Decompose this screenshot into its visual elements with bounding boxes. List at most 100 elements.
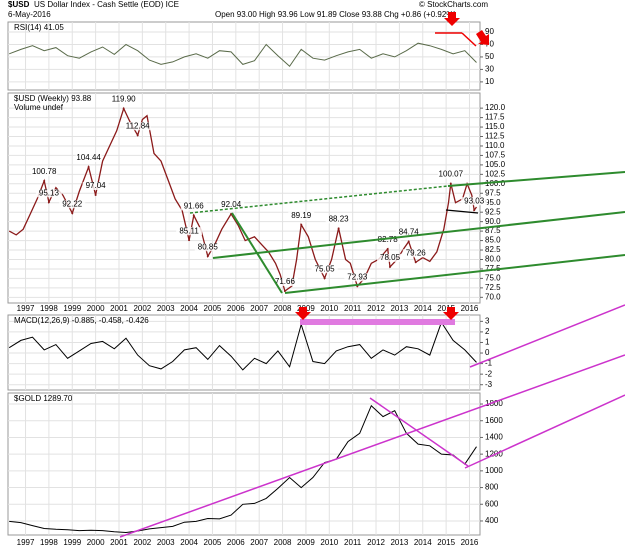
symbol: $USD	[8, 0, 30, 9]
series-group	[8, 106, 478, 293]
annotation-point	[188, 239, 191, 242]
y-tick-label: 102.5	[485, 169, 506, 178]
y-tick-label: 95.0	[485, 198, 501, 207]
y-tick-label: 0	[485, 348, 490, 357]
highlight-bar	[300, 319, 455, 325]
y-tick-label: 1600	[485, 416, 503, 425]
annotation-box	[311, 265, 338, 274]
y-tick-label: 1000	[485, 466, 503, 475]
panel-frame	[7, 92, 481, 304]
annotation-box	[176, 227, 203, 236]
annotation-point	[87, 166, 90, 169]
y-tick-label: 92.5	[485, 207, 501, 216]
y-tick-label: 90	[485, 27, 494, 36]
quote: Open 93.00 High 93.96 Low 91.89 Close 93…	[215, 10, 456, 19]
y-tick-label: 117.5	[485, 113, 505, 122]
y-tick-label: 105.0	[485, 160, 506, 169]
annotation-box	[59, 200, 86, 209]
y-tick-label: 800	[485, 483, 499, 492]
annotation-label: 78.05	[380, 253, 401, 262]
y-tick-label: 30	[485, 65, 494, 74]
x-tick-label: 2006	[227, 538, 245, 547]
annotation-label: 88.23	[329, 214, 350, 223]
trendline	[189, 185, 449, 214]
annotation-box	[437, 170, 464, 179]
annotation-box	[35, 189, 62, 198]
x-tick-label: 2007	[250, 304, 268, 313]
x-tick-label: 2008	[274, 304, 292, 313]
annotation-label: 80.85	[198, 242, 219, 251]
x-tick-label: 2016	[461, 538, 479, 547]
annotation-label: 82.78	[378, 235, 399, 244]
x-tick-label: 2001	[110, 538, 128, 547]
y-tick-label: 72.5	[485, 283, 501, 292]
y-tick-label: 80.0	[485, 255, 501, 264]
annotation-box	[180, 202, 207, 211]
annotation-box	[82, 182, 109, 191]
annotation-label: 100.07	[439, 170, 464, 179]
annotation-box	[194, 243, 221, 252]
y-tick-label: 400	[485, 516, 499, 525]
annotation-label: 71.66	[275, 277, 296, 286]
series-group	[9, 42, 477, 68]
trendline	[445, 209, 479, 214]
x-tick-label: 1999	[63, 538, 81, 547]
arrow	[443, 307, 459, 320]
annotation-box	[402, 249, 429, 258]
annotation-label: 92.22	[62, 199, 83, 208]
annotation-box	[461, 197, 488, 206]
annotation-point	[43, 179, 46, 182]
annotation-point	[323, 277, 326, 280]
x-tick-label: 2003	[157, 304, 175, 313]
y-tick-label: 82.5	[485, 245, 501, 254]
x-tick-label: 2012	[367, 538, 385, 547]
x-tick-label: 2008	[274, 538, 292, 547]
annotation-label: 91.66	[184, 201, 205, 210]
annotation-point	[407, 240, 410, 243]
annotation-point	[300, 223, 303, 226]
annotation-label: 112.84	[126, 121, 150, 130]
y-tick-label: 77.5	[485, 264, 501, 273]
annotation-point	[283, 290, 286, 293]
y-tick-label: 75.0	[485, 274, 501, 283]
panel-frame	[7, 314, 481, 391]
annotation-label: 85.11	[179, 226, 199, 235]
annotation-label: 72.93	[347, 272, 368, 281]
x-tick-label: 2014	[414, 538, 432, 547]
x-tick-label: 1997	[17, 304, 35, 313]
credit: © StockCharts.com	[419, 0, 488, 9]
annotation-box	[218, 200, 245, 209]
annotation-point	[136, 134, 139, 137]
x-tick-label: 2005	[204, 538, 222, 547]
y-tick-label: 70.0	[485, 292, 501, 301]
annotation-box	[31, 167, 58, 176]
x-tick-label: 2016	[461, 304, 479, 313]
annotation-box	[288, 211, 315, 220]
x-tick-label: 2004	[180, 304, 198, 313]
annotation-label: 95.13	[39, 188, 60, 197]
panel-title: MACD(12,26,9) -0.885, -0.458, -0.426	[14, 316, 149, 325]
annotation-box	[374, 235, 401, 244]
annotation-label: 84.74	[399, 228, 420, 237]
y-tick-label: 97.5	[485, 188, 501, 197]
annotation-label: 75.05	[315, 264, 336, 273]
trendline	[469, 304, 625, 368]
x-tick-label: 2013	[390, 304, 408, 313]
x-tick-label: 2006	[227, 304, 245, 313]
series-group	[8, 321, 477, 371]
instrument-name: US Dollar Index - Cash Settle (EOD) ICE	[34, 0, 179, 9]
annotation-label: 79.26	[406, 248, 427, 257]
y-tick-label: -2	[485, 369, 493, 378]
annotations-drawn	[119, 12, 625, 538]
y-tick-label: 50	[485, 52, 494, 61]
y-tick-label: 115.0	[485, 122, 505, 131]
annotation-label: 92.04	[221, 200, 242, 209]
panel-frame	[7, 21, 481, 91]
annotation-point	[389, 265, 392, 268]
x-tick-label: 2011	[344, 304, 362, 313]
annotation-box	[271, 278, 298, 287]
y-tick-label: 10	[485, 77, 494, 86]
x-tick-label: 2015	[437, 304, 455, 313]
annotation-point	[71, 212, 74, 215]
